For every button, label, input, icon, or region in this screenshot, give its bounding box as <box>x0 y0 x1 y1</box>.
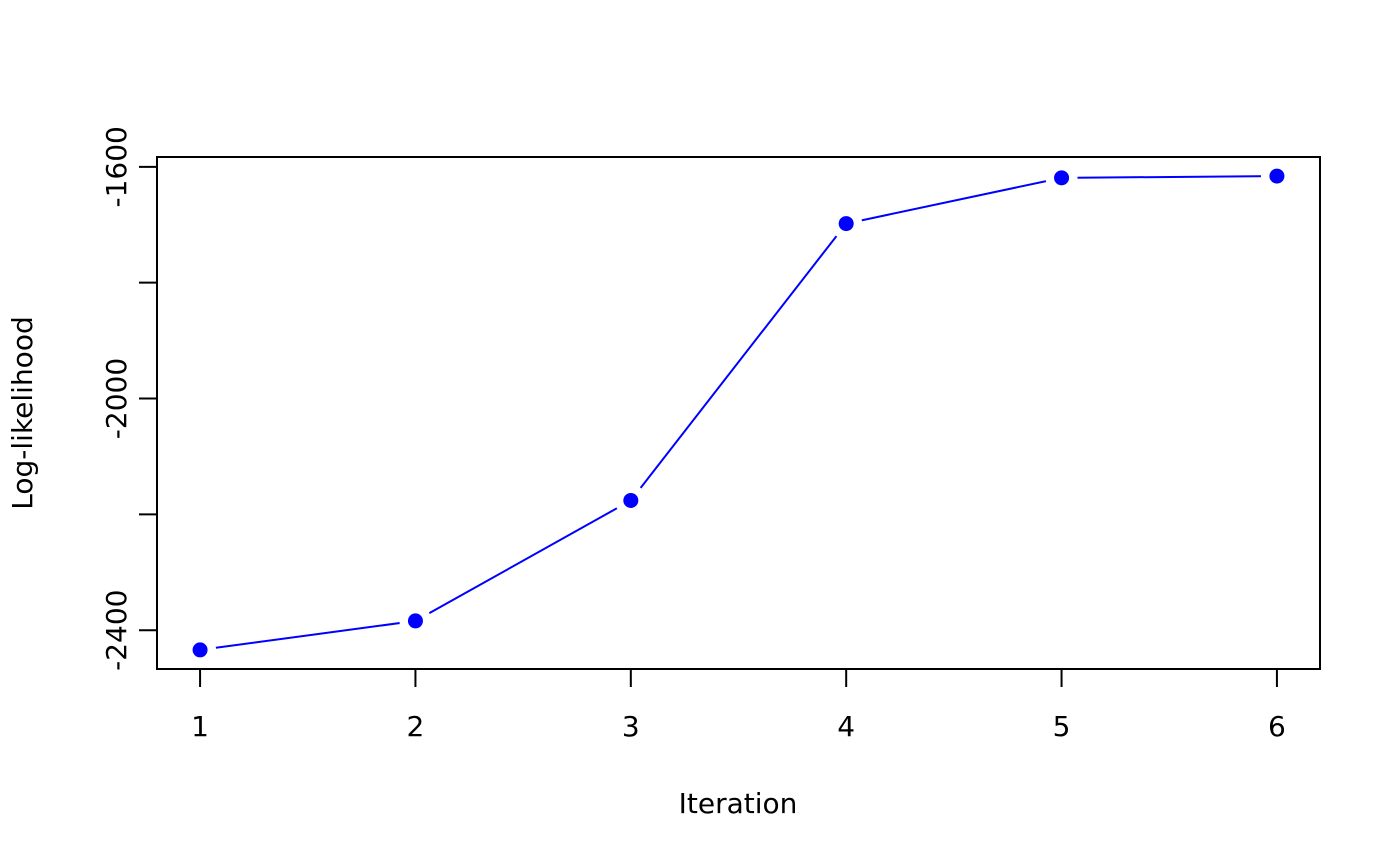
x-axis-label: Iteration <box>679 787 798 820</box>
plot-box <box>156 156 1321 670</box>
y-tick-label: -2400 <box>100 590 133 671</box>
y-tick-label: -1600 <box>100 126 133 207</box>
x-tick-label: 5 <box>1053 710 1071 743</box>
point <box>838 216 854 232</box>
y-tick-label: -2000 <box>100 358 133 439</box>
point <box>623 492 639 508</box>
point <box>1269 168 1285 184</box>
point <box>1054 170 1070 186</box>
point <box>407 613 423 629</box>
point <box>192 642 208 658</box>
line <box>199 175 1277 651</box>
x-tick-label: 2 <box>407 710 425 743</box>
x-tick-label: 1 <box>191 710 209 743</box>
x-tick-label: 4 <box>837 710 855 743</box>
x-tick-label: 3 <box>622 710 640 743</box>
x-tick-label: 6 <box>1268 710 1286 743</box>
y-axis-label: Log-likelihood <box>6 316 39 509</box>
